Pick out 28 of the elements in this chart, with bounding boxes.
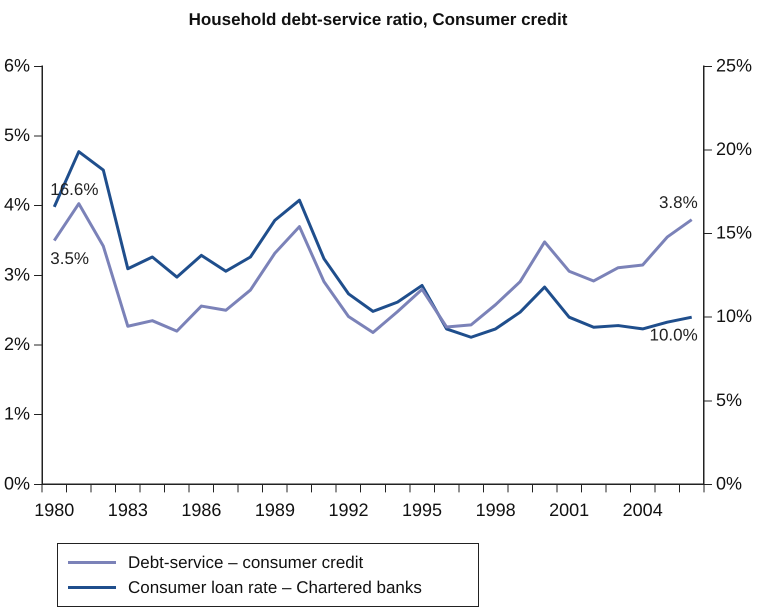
y2-tick-label: 25% (716, 55, 752, 76)
y-tick-label: 5% (4, 125, 30, 146)
y-tick-label: 6% (4, 55, 30, 76)
y-tick-label: 3% (4, 264, 30, 284)
data-label: 3.8% (658, 192, 698, 212)
chart-title: Household debt-service ratio, Consumer credit (188, 10, 568, 29)
y2-tick-label: 20% (716, 138, 752, 159)
x-tick-label: 1980 (34, 500, 74, 520)
y-tick-label: 2% (4, 334, 30, 354)
x-tick-label: 1995 (402, 500, 442, 520)
y-tick-label: 4% (4, 194, 30, 215)
x-tick-label: 1998 (476, 500, 516, 520)
y2-tick-label: 10% (716, 306, 752, 326)
legend-label: Debt-service – consumer credit (128, 552, 364, 572)
data-label: 10.0% (650, 325, 698, 344)
x-tick-label: 1989 (254, 500, 295, 520)
x-tick-label: 1986 (181, 500, 222, 520)
y-tick-label: 1% (4, 404, 30, 424)
x-tick-label: 1992 (328, 500, 368, 520)
x-tick-label: 1983 (108, 500, 148, 520)
y2-tick-label: 0% (716, 473, 742, 494)
y-tick-label: 0% (4, 473, 30, 494)
x-tick-label: 2001 (549, 500, 590, 520)
x-tick-label: 2004 (622, 500, 663, 520)
legend-label: Consumer loan rate – Chartered banks (128, 578, 422, 598)
data-label: 3.5% (50, 248, 90, 268)
y2-tick-label: 5% (716, 390, 742, 410)
y2-tick-label: 15% (716, 222, 752, 243)
